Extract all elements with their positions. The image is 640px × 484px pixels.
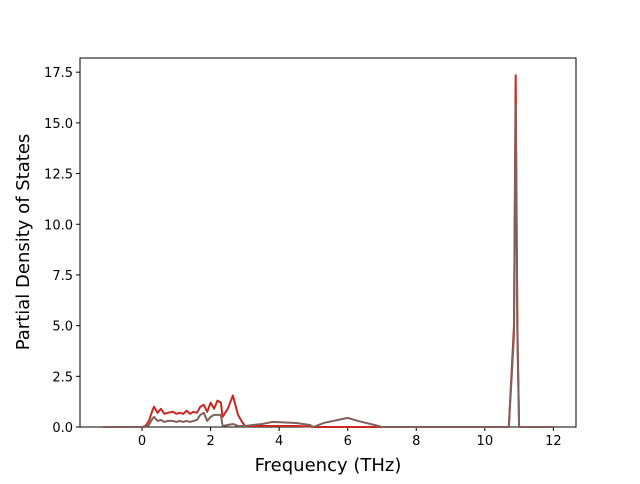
x-tick-label: 10 xyxy=(477,434,494,449)
y-tick-label: 17.5 xyxy=(44,66,73,81)
series-line xyxy=(102,103,554,428)
y-tick-label: 7.5 xyxy=(52,269,73,284)
x-tick-label: 6 xyxy=(344,434,352,449)
axes-frame xyxy=(79,57,577,428)
y-tick-label: 0.0 xyxy=(52,421,73,436)
y-axis-label: Partial Density of States xyxy=(13,134,34,351)
x-axis-label: Frequency (THz) xyxy=(255,455,402,476)
x-tick-label: 8 xyxy=(412,434,420,449)
y-tick-label: 2.5 xyxy=(52,370,73,385)
y-tick-label: 15.0 xyxy=(44,117,73,132)
y-tick-label: 12.5 xyxy=(44,168,73,183)
series-line xyxy=(102,74,554,428)
x-tick-label: 2 xyxy=(206,434,214,449)
y-tick-label: 10.0 xyxy=(44,218,73,233)
x-tick-label: 4 xyxy=(275,434,283,449)
x-tick-label: 12 xyxy=(545,434,562,449)
x-tick-label: 0 xyxy=(138,434,146,449)
y-tick-label: 5.0 xyxy=(52,320,73,335)
